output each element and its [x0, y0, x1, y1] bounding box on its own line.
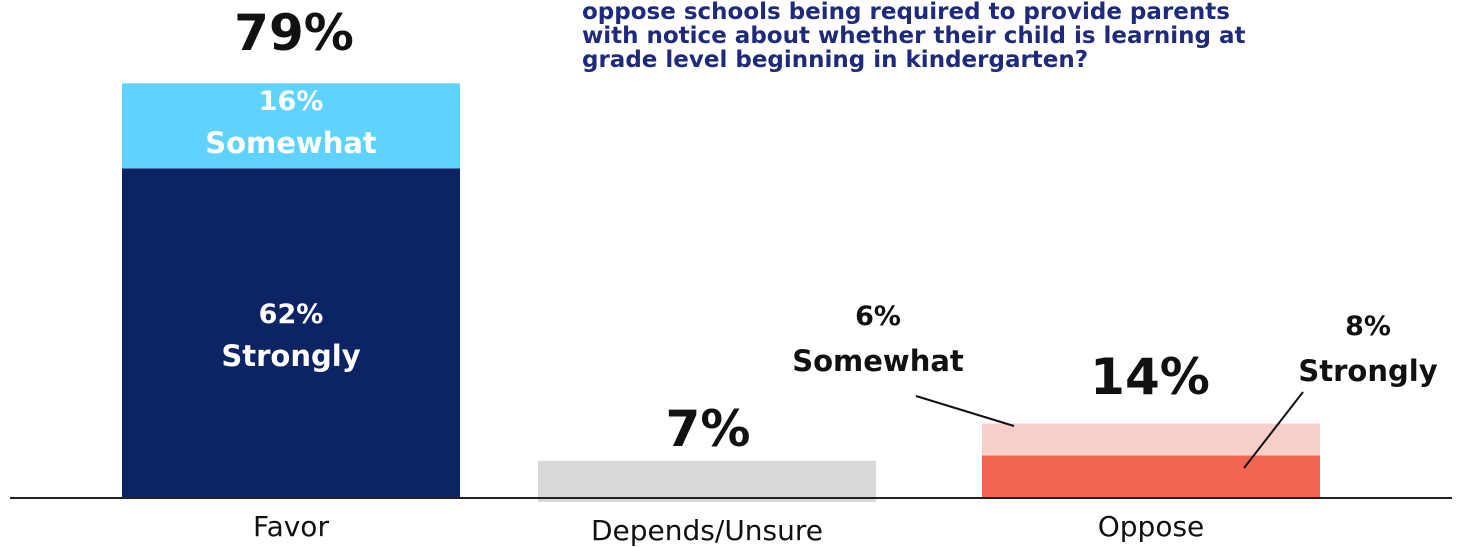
bar-depends-unsure	[538, 460, 876, 502]
question-line-2: with notice about whether their child is…	[582, 23, 1246, 49]
label-favor-strongly-value: 62%	[259, 299, 324, 330]
label-oppose-strongly-name: Strongly	[1298, 354, 1437, 388]
label-oppose-somewhat-value: 6%	[855, 301, 901, 332]
label-favor-strongly-name: Strongly	[221, 339, 360, 373]
bar-favor-somewhat	[122, 83, 460, 169]
total-label-oppose: 14%	[1090, 348, 1210, 406]
bar-oppose-strongly	[982, 455, 1320, 498]
question-line-3: grade level beginning in kindergarten?	[582, 47, 1089, 73]
question-text: oppose schools being required to provide…	[582, 0, 1302, 72]
category-label-oppose: Oppose	[1098, 510, 1205, 543]
total-label-favor: 79%	[234, 4, 354, 62]
label-oppose-somewhat-name: Somewhat	[792, 344, 964, 378]
leader-line-oppose-somewhat	[915, 395, 1015, 427]
category-label-favor: Favor	[253, 510, 329, 543]
total-label-depends-unsure: 7%	[666, 400, 751, 458]
category-label-depends-unsure: Depends/Unsure	[591, 514, 823, 547]
bar-favor-strongly	[122, 168, 460, 498]
question-line-1: oppose schools being required to provide…	[582, 0, 1230, 25]
label-oppose-strongly-value: 8%	[1345, 311, 1391, 342]
bar-oppose-somewhat	[982, 423, 1320, 456]
leader-line-oppose-strongly	[1243, 391, 1304, 469]
label-favor-somewhat-name: Somewhat	[205, 126, 377, 160]
label-favor-somewhat-value: 16%	[259, 86, 324, 117]
